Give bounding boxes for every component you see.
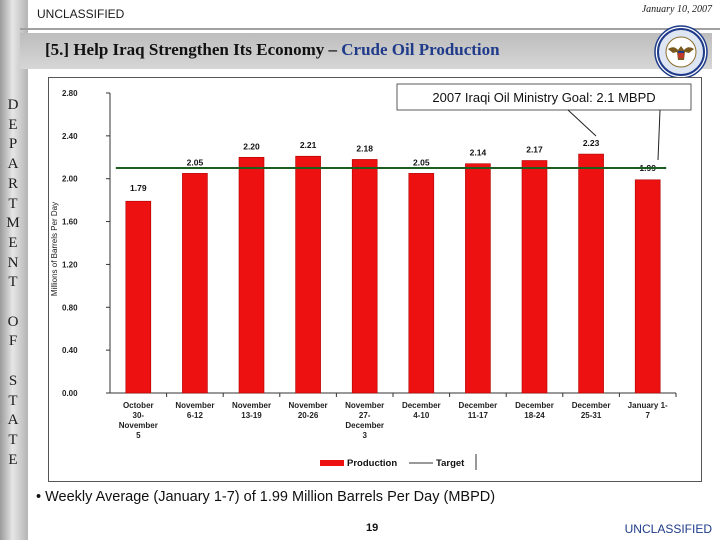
- page-number: 19: [366, 522, 379, 534]
- x-tick-label: 7: [645, 411, 650, 420]
- x-tick-label: December: [515, 401, 554, 410]
- side-letter: P: [8, 136, 18, 153]
- x-tick-label: 13-19: [241, 411, 262, 420]
- side-letter: T: [8, 392, 18, 409]
- x-tick-label: 25-31: [581, 411, 602, 420]
- y-tick-label: 2.40: [62, 132, 78, 141]
- summary-bullet: • Weekly Average (January 1-7) of 1.99 M…: [36, 489, 496, 505]
- y-tick-label: 0.00: [62, 389, 78, 398]
- legend-production-label: Production: [347, 458, 397, 469]
- data-label: 2.18: [356, 143, 373, 153]
- production-bar: [521, 160, 548, 394]
- side-letter: O: [7, 313, 19, 330]
- production-bar: [295, 155, 321, 394]
- side-letter: E: [8, 234, 18, 251]
- x-tick-label: 5: [136, 431, 141, 440]
- y-tick-label: 1.20: [62, 260, 78, 269]
- y-axis-title: Millions of Barrels Per Day: [50, 202, 59, 296]
- y-tick-label: 0.40: [62, 346, 78, 355]
- data-label: 1.79: [130, 183, 147, 193]
- x-tick-label: 30-: [133, 411, 145, 420]
- data-label: 2.05: [413, 157, 430, 167]
- y-tick-label: 1.60: [62, 218, 78, 227]
- x-tick-label: November: [175, 401, 214, 410]
- x-tick-label: November: [119, 421, 158, 430]
- side-letter: M: [6, 215, 20, 232]
- x-tick-label: 6-12: [187, 411, 204, 420]
- x-tick-label: December: [459, 401, 498, 410]
- slide-date: January 10, 2007: [641, 4, 712, 15]
- title-highlight: Crude Oil Production: [341, 40, 500, 59]
- annotation-box: [396, 83, 692, 111]
- legend-production-swatch: [320, 460, 344, 466]
- production-bar: [182, 173, 208, 394]
- title-prefix: [5.] Help Iraq Strengthen Its Economy –: [45, 40, 342, 59]
- x-tick-label: October: [123, 401, 154, 410]
- x-tick-label: 4-10: [413, 411, 430, 420]
- side-letter: E: [8, 116, 18, 133]
- x-tick-label: January 1-: [628, 401, 668, 410]
- x-tick-label: 20-26: [298, 411, 319, 420]
- crude-oil-production-chart: 0.00 0.40 0.80 1.20 1.60 2.00 2.40 2.80 Millions…: [50, 83, 692, 470]
- side-letter-gap: [0, 352, 26, 372]
- side-letter-gap: [0, 293, 26, 313]
- production-bar: [125, 200, 152, 394]
- side-letter: R: [7, 175, 18, 192]
- slide-title: [5.] Help Iraq Strengthen Its Economy – …: [45, 40, 500, 60]
- classification-top: UNCLASSIFIED: [37, 7, 125, 21]
- data-label: 2.20: [243, 141, 260, 151]
- y-tick-label: 0.80: [62, 303, 78, 312]
- production-bar: [408, 173, 435, 394]
- production-bar: [578, 153, 604, 394]
- side-letter: N: [7, 254, 19, 271]
- production-bar: [465, 163, 491, 394]
- side-letter: T: [8, 431, 18, 448]
- x-tick-label: November: [289, 401, 328, 410]
- x-tick-label: December: [572, 401, 611, 410]
- side-letter: E: [8, 451, 18, 468]
- state-department-seal-icon: [654, 25, 708, 79]
- y-tick-label: 2.80: [62, 89, 78, 98]
- title-band: [20, 33, 712, 69]
- side-letter: T: [8, 274, 18, 291]
- x-tick-label: November: [232, 401, 271, 410]
- x-tick-label: 27-: [359, 411, 371, 420]
- data-label: 2.05: [187, 157, 204, 167]
- side-letter: A: [7, 412, 19, 429]
- side-bar: [0, 0, 28, 540]
- data-label: 2.17: [526, 145, 543, 155]
- production-bar: [238, 156, 265, 394]
- x-tick-label: December: [402, 401, 441, 410]
- side-letter: S: [8, 372, 18, 389]
- side-letter: D: [7, 97, 19, 113]
- x-tick-label: 18-24: [524, 411, 545, 420]
- x-tick-label: November: [345, 401, 384, 410]
- header-divider: [20, 28, 720, 30]
- data-label: 2.14: [470, 148, 487, 158]
- side-letter: A: [7, 156, 19, 173]
- production-bar: [351, 159, 378, 394]
- legend-target-label: Target: [436, 458, 465, 469]
- annotation-text: 2007 Iraqi Oil Ministry Goal: 2.1 MBPD: [432, 90, 655, 105]
- annotation-callout-line: [567, 109, 597, 137]
- x-tick-label: 11-17: [468, 411, 489, 420]
- production-bar: [634, 179, 661, 394]
- data-label: 2.23: [583, 138, 600, 148]
- classification-bottom: UNCLASSIFIED: [624, 522, 712, 536]
- x-tick-label: 3: [362, 431, 367, 440]
- side-letter: F: [8, 333, 18, 350]
- data-label: 2.21: [300, 140, 317, 150]
- annotation-callout-line: [657, 109, 661, 161]
- x-tick-label: December: [345, 421, 384, 430]
- y-tick-label: 2.00: [62, 175, 78, 184]
- side-letter: T: [8, 195, 18, 212]
